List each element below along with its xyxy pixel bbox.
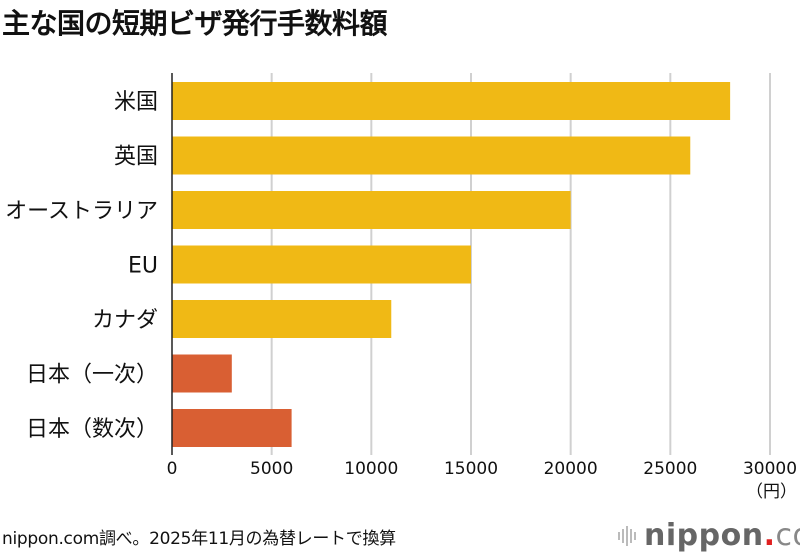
- bar: [172, 136, 691, 175]
- bar: [172, 354, 232, 393]
- category-label: 米国: [114, 90, 158, 115]
- x-tick-label: 25000: [643, 459, 697, 479]
- bar: [172, 409, 292, 447]
- logo-dot: .: [763, 518, 776, 553]
- category-label: EU: [128, 254, 158, 279]
- x-tick-label: 0: [167, 459, 178, 479]
- x-tick-label: 10000: [344, 459, 398, 479]
- nippon-logo: nippon.com: [618, 518, 800, 553]
- x-tick-label: 15000: [444, 459, 498, 479]
- logo-tld: com: [775, 518, 800, 553]
- logo-name: nippon: [644, 518, 764, 553]
- x-tick-label: 30000: [743, 459, 797, 479]
- category-label: オーストラリア: [5, 199, 158, 224]
- bar: [172, 191, 571, 229]
- source-note: nippon.com調べ。2025年11月の為替レートで換算: [2, 529, 396, 549]
- category-label: 日本（数次）: [26, 417, 158, 442]
- category-label: カナダ: [92, 308, 158, 333]
- bar: [172, 82, 731, 120]
- sound-wave-icon: [618, 525, 636, 546]
- x-tick-label: 5000: [250, 459, 293, 479]
- category-label: 英国: [114, 145, 158, 170]
- logo-text: nippon.com: [644, 518, 800, 553]
- tick-labels: 0 5000 10000 15000 20000 25000 30000: [167, 459, 797, 479]
- chart-title: 主な国の短期ビザ発行手数料額: [2, 7, 388, 40]
- category-label: 日本（一次）: [26, 363, 158, 388]
- x-tick-label: 20000: [544, 459, 598, 479]
- bar: [172, 300, 392, 338]
- bar: [172, 245, 471, 284]
- x-axis-unit-label: （円）: [746, 482, 797, 502]
- bars: [172, 82, 731, 447]
